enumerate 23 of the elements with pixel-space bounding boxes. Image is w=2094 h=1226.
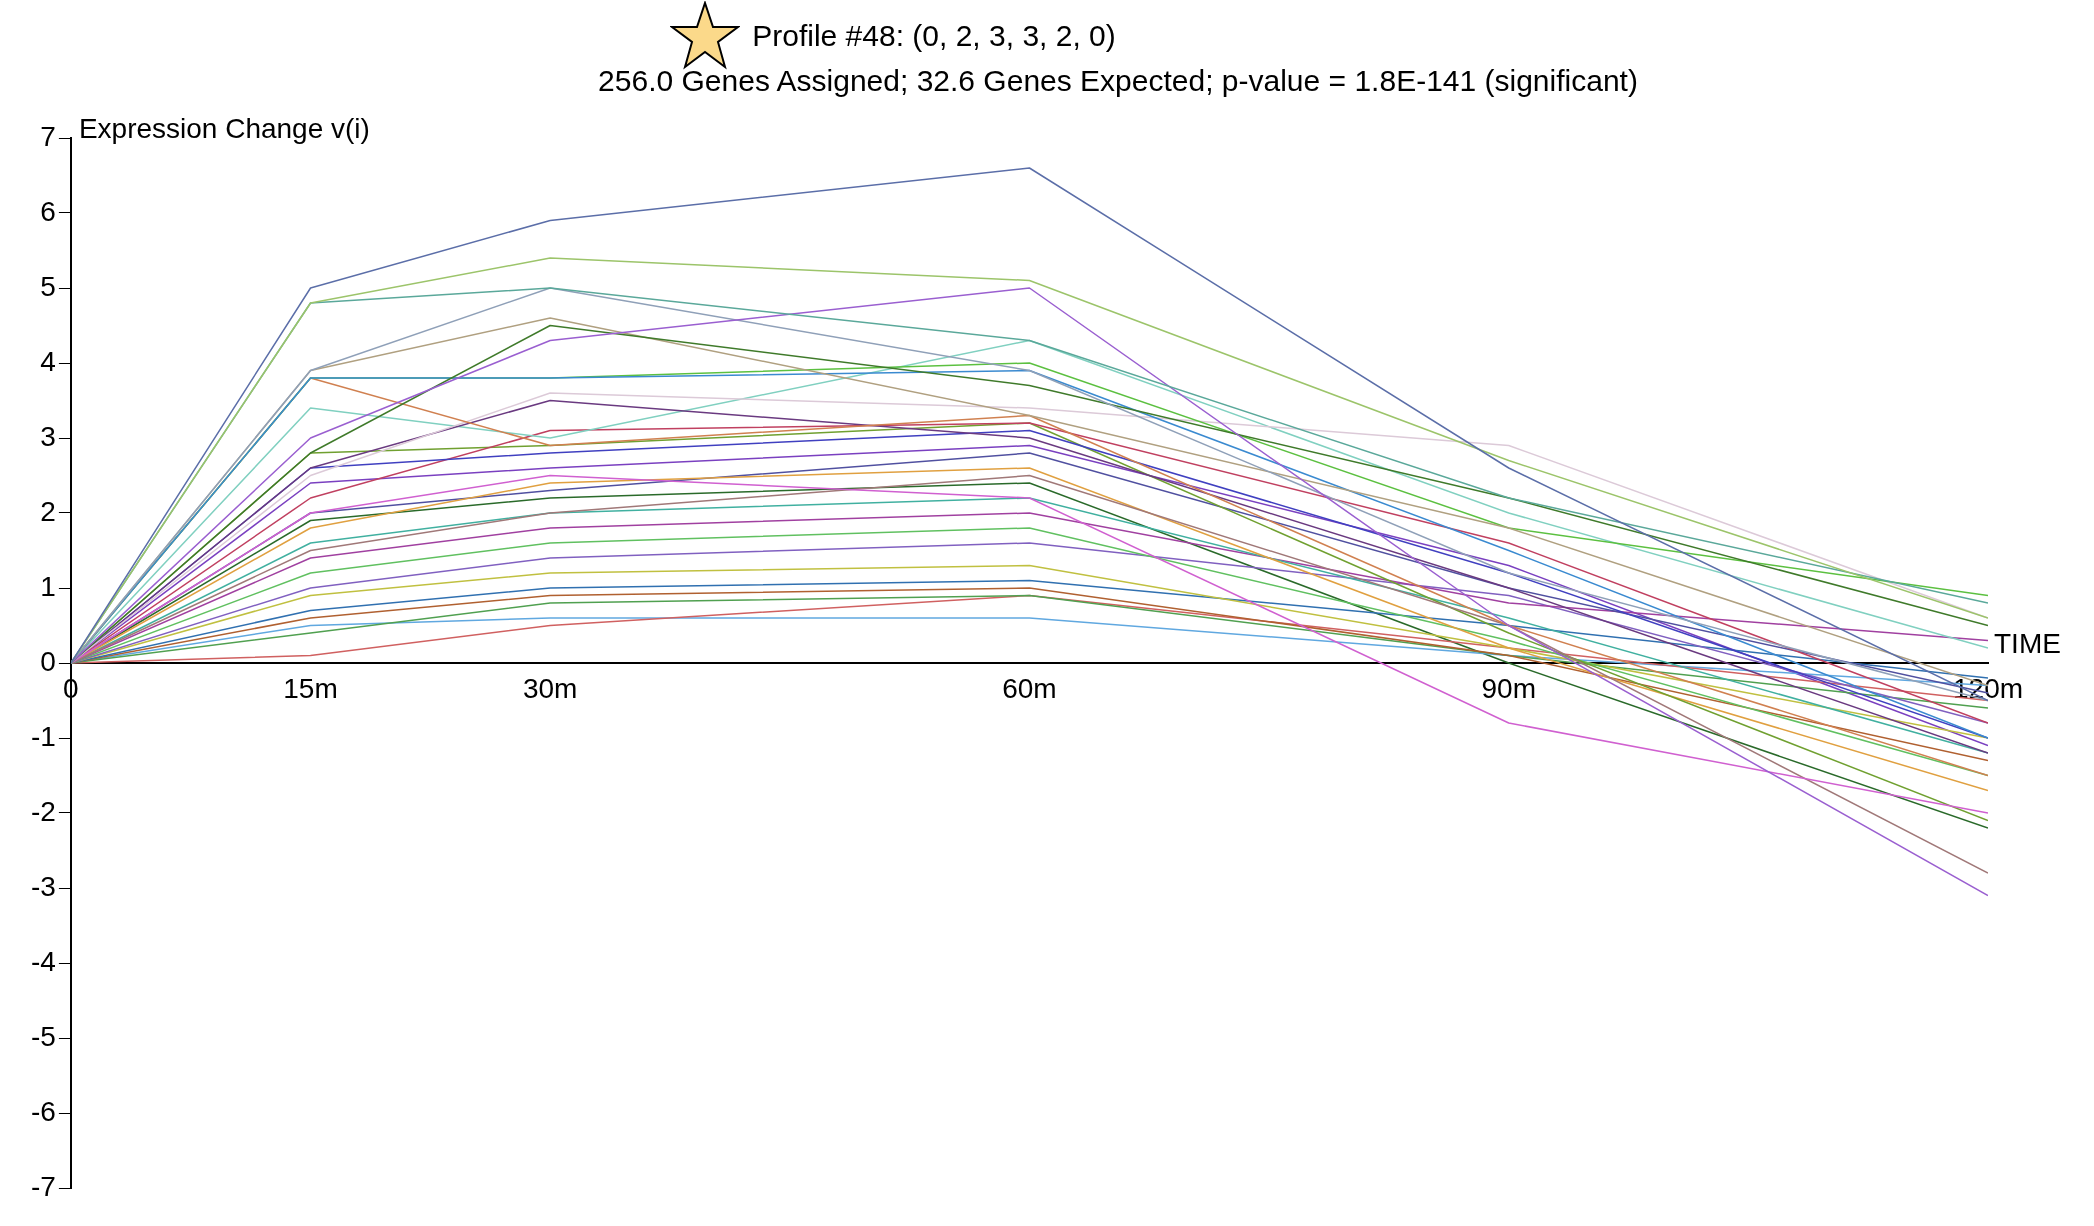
y-tick-label: -5 bbox=[30, 1020, 56, 1052]
x-tick-label: 15m bbox=[283, 672, 338, 704]
y-tick-label: -2 bbox=[30, 795, 56, 827]
y-tick-label: 6 bbox=[40, 195, 56, 227]
y-axis-title: Expression Change v(i) bbox=[78, 112, 370, 144]
y-tick-label: 7 bbox=[40, 120, 56, 152]
y-tick-label: -6 bbox=[30, 1095, 56, 1127]
y-tick-label: 1 bbox=[40, 570, 56, 602]
chart-subtitle: 256.0 Genes Assigned; 32.6 Genes Expected; p-value = 1.8E-141 (significant) bbox=[597, 64, 1639, 98]
y-tick-label: 3 bbox=[40, 420, 56, 452]
y-tick-label: -1 bbox=[30, 720, 56, 752]
y-tick-label: 2 bbox=[40, 495, 56, 527]
y-tick-label: 0 bbox=[40, 645, 56, 677]
chart-title: Profile #48: (0, 2, 3, 3, 2, 0) bbox=[752, 19, 1116, 53]
y-tick-label: -7 bbox=[30, 1170, 56, 1202]
y-tick-label: 5 bbox=[40, 270, 56, 302]
x-tick-label: 90m bbox=[1481, 672, 1536, 704]
x-tick-label: 30m bbox=[522, 672, 578, 704]
y-tick-label: -4 bbox=[30, 945, 56, 977]
y-tick-label: 4 bbox=[40, 345, 56, 377]
x-tick-label: 60m bbox=[1002, 672, 1057, 704]
y-tick-label: -3 bbox=[30, 870, 56, 902]
x-axis-title: TIME bbox=[1994, 627, 2061, 659]
